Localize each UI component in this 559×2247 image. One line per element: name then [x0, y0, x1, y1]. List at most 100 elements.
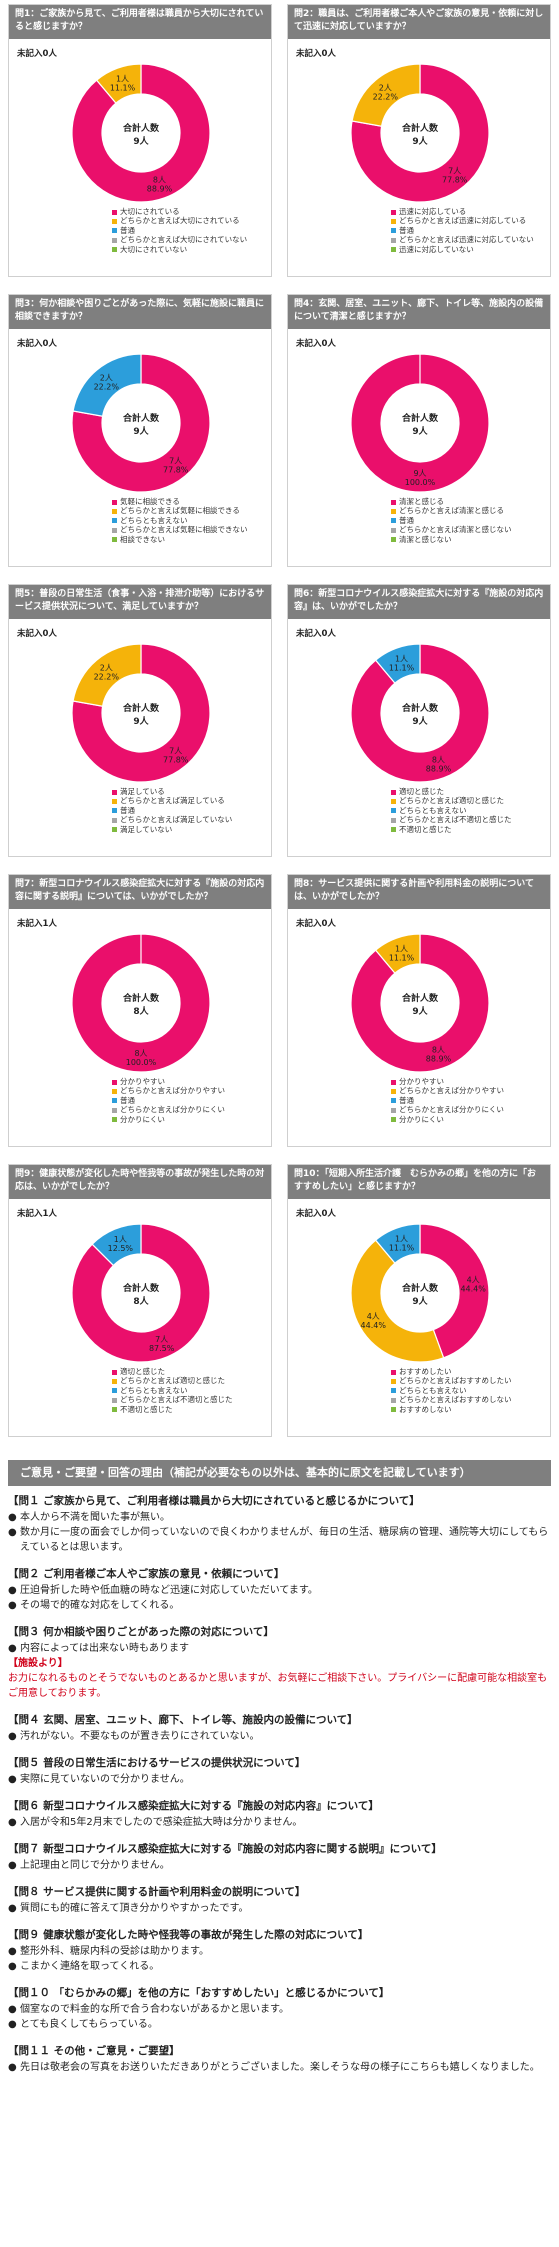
legend-item: 大切にされている	[112, 207, 247, 216]
chart-title: 問8：サービス提供に関する計画や利用料金の説明については、いかがでしたか？	[288, 875, 550, 909]
legend-item: 迅速に対応していない	[391, 245, 534, 254]
chart-legend: 大切にされている どちらかと言えば大切にされている 普通 どちらかと言えば大切にされて…	[112, 207, 247, 254]
slice-value-label: 7人	[169, 456, 182, 465]
slice-1	[71, 1223, 211, 1363]
legend-swatch	[391, 1369, 396, 1375]
legend-swatch	[112, 237, 117, 243]
legend-swatch	[391, 1117, 396, 1123]
legend-swatch	[112, 817, 117, 823]
legend-label: どちらかと言えば適切と感じた	[399, 796, 504, 806]
comment-section-q1: 【問１ ご家族から見て、ご利用者様は職員から大切にされていると感じるかについて】…	[8, 1494, 551, 1555]
slice-value-label: 1人	[116, 74, 129, 83]
slice-value-label: 8人	[432, 1046, 445, 1055]
legend-label: どちらかと言えばおすすめしない	[399, 1395, 512, 1405]
slice-pct-label: 100.0%	[126, 1058, 157, 1067]
legend-label: どちらかと言えば不適切と感じた	[399, 815, 512, 825]
total-label: 合計人数	[402, 702, 439, 714]
facility-reply-label: 【施設より】	[8, 1658, 68, 1669]
legend-swatch	[112, 1407, 117, 1413]
slice-value-label: 1人	[395, 654, 408, 663]
chart-card-q6: 問6：新型コロナウイルス感染症拡大に対する『施設の対応内容』は、いかがでしたか？…	[287, 584, 551, 857]
slice-1	[71, 63, 211, 203]
comment-title: 【問８ サービス提供に関する計画や利用料金の説明について】	[8, 1886, 306, 1898]
legend-item: 普通	[112, 1096, 225, 1105]
slice-2	[351, 63, 421, 127]
slice-pct-label: 77.8%	[442, 175, 468, 184]
comment-item: 個室なので料金的な所で合う合わないがあるかと思います。	[8, 2002, 551, 2017]
legend-item: どちらかと言えば適切と感じた	[112, 1376, 233, 1385]
legend-label: どちらかと言えば適切と感じた	[120, 1376, 225, 1386]
slice-pct-label: 22.2%	[94, 383, 120, 392]
legend-label: 適切と感じた	[120, 1367, 165, 1376]
total-label: 合計人数	[123, 702, 160, 714]
legend-label: 普通	[120, 225, 135, 235]
total-value: 9人	[133, 715, 149, 727]
legend-swatch	[112, 499, 117, 505]
legend-item: どちらかと言えば満足している	[112, 796, 232, 805]
slice-2	[72, 643, 142, 707]
legend-swatch	[112, 518, 117, 524]
legend-label: 普通	[120, 805, 135, 815]
total-label: 合計人数	[402, 1282, 439, 1294]
legend-item: 適切と感じた	[112, 1367, 233, 1376]
legend-label: どちらとも言えない	[399, 1385, 467, 1395]
legend-label: 普通	[399, 1095, 414, 1105]
facility-reply-text: お力になれるものとそうでないものとあるかと思いますが、お気軽にご相談下さい。プラ…	[8, 1673, 548, 1699]
comments-body: 【問１ ご家族から見て、ご利用者様は職員から大切にされていると感じるかについて】…	[8, 1494, 551, 2087]
legend-label: 迅速に対応している	[399, 207, 467, 216]
legend-item: 適切と感じた	[391, 787, 512, 796]
slice-value-label: 1人	[114, 1235, 127, 1244]
unrecorded-label: 未記入0人	[295, 48, 336, 59]
chart-title: 問6：新型コロナウイルス感染症拡大に対する『施設の対応内容』は、いかがでしたか？	[288, 585, 550, 619]
comment-item: 汚れがない。不要なものが置き去りにされていない。	[8, 1729, 551, 1744]
legend-label: どちらかと言えば満足している	[120, 796, 225, 806]
slice-1	[350, 63, 490, 203]
comment-item: 実際に見ていないので分かりません。	[8, 1772, 551, 1787]
comment-title: 【問１０ 「むらかみの郷」を他の方に「おすすめしたい」と感じるかについて】	[8, 1987, 390, 1999]
unrecorded-label: 未記入0人	[16, 338, 57, 349]
chart-card-q3: 問3：何か相談や困りごとがあった際に、気軽に施設に職員に相談できますか？ 未記入0…	[8, 294, 272, 567]
comment-item: とても良くしてもらっている。	[8, 2017, 551, 2032]
legend-label: 普通	[120, 1095, 135, 1105]
legend-label: どちらかと言えば迅速に対応していない	[399, 235, 534, 245]
legend-label: 適切と感じた	[399, 787, 444, 796]
legend-swatch	[112, 1107, 117, 1113]
legend-swatch	[391, 798, 396, 804]
unrecorded-label: 未記入0人	[295, 338, 336, 349]
legend-item: どちらかと言えば大切にされていない	[112, 235, 247, 244]
legend-label: おすすめしない	[399, 1404, 452, 1414]
legend-item: おすすめしたい	[391, 1367, 512, 1376]
chart-title: 問4：玄関、居室、ユニット、廊下、トイレ等、施設内の設備について清潔と感じますか…	[288, 295, 550, 329]
legend-swatch	[391, 1378, 396, 1384]
legend-label: どちらかと言えば分かりにくい	[399, 1105, 504, 1115]
slice-3	[72, 353, 142, 417]
legend-swatch	[391, 237, 396, 243]
slice-pct-label: 88.9%	[426, 765, 452, 774]
legend-item: 相談できない	[112, 535, 248, 544]
total-value: 9人	[412, 425, 428, 437]
legend-label: どちらかと言えば清潔と感じない	[399, 525, 512, 535]
total-label: 合計人数	[123, 122, 160, 134]
chart-legend: 迅速に対応している どちらかと言えば迅速に対応している 普通 どちらかと言えば迅速に対…	[391, 207, 534, 254]
comment-item: 入居が令和5年2月末でしたので感染症拡大時は分かりません。	[8, 1815, 551, 1830]
legend-swatch	[391, 789, 396, 795]
comment-item: 質問にも的確に答えて頂き分かりやすかったです。	[8, 1901, 551, 1916]
legend-label: 大切にされている	[120, 207, 180, 216]
legend-label: 分かりにくい	[120, 1114, 165, 1124]
comment-item: 整形外科、糖尿内科の受診は助かります。	[8, 1944, 551, 1959]
legend-swatch	[112, 508, 117, 514]
legend-swatch	[391, 527, 396, 533]
comment-section-q8: 【問８ サービス提供に関する計画や利用料金の説明について】 質問にも的確に答えて…	[8, 1885, 551, 1916]
legend-swatch	[391, 1407, 396, 1413]
chart-legend: 分かりやすい どちらかと言えば分かりやすい 普通 どちらかと言えば分かりにくい 分かりに…	[112, 1077, 225, 1124]
legend-swatch	[391, 228, 396, 234]
slice-3	[91, 1223, 142, 1267]
chart-legend: 分かりやすい どちらかと言えば分かりやすい 普通 どちらかと言えば分かりにくい 分かりに…	[391, 1077, 504, 1124]
legend-item: どちらとも言えない	[112, 516, 248, 525]
legend-swatch	[391, 1088, 396, 1094]
total-value: 9人	[412, 135, 428, 147]
unrecorded-label: 未記入0人	[16, 48, 57, 59]
